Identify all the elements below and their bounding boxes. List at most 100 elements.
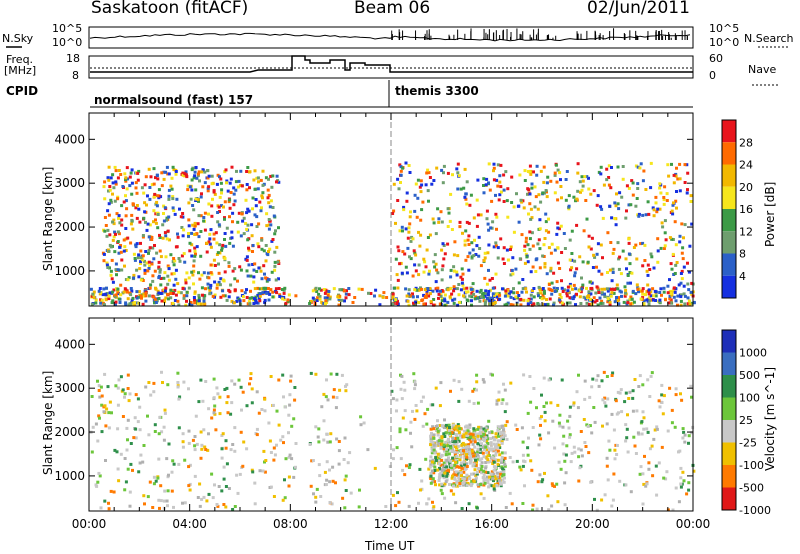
power-cell [103, 180, 107, 184]
velocity-cell [687, 441, 690, 445]
velocity-cell [454, 434, 458, 438]
velocity-cell [144, 385, 148, 389]
power-cell [532, 170, 535, 174]
power-cell [104, 224, 108, 227]
velocity-cell [187, 441, 191, 445]
power-cell [689, 200, 693, 203]
power-cell [441, 264, 445, 268]
power-cell [656, 237, 660, 241]
power-cell [197, 170, 201, 174]
power-cell [347, 287, 351, 290]
power-cell [160, 299, 164, 303]
velocity-cell [126, 373, 130, 377]
power-cell [143, 271, 147, 275]
power-colorbar-swatch [722, 164, 736, 187]
power-cell [537, 193, 541, 197]
power-cell [143, 268, 147, 272]
velocity-cell [628, 390, 632, 394]
velocity-cell [452, 492, 456, 496]
power-cell [124, 301, 128, 305]
power-cell [145, 261, 149, 265]
power-cell [627, 237, 631, 241]
power-cell [509, 303, 513, 307]
power-cell [423, 260, 427, 264]
velocity-cell [134, 393, 138, 397]
power-cell [164, 170, 168, 174]
power-cell [181, 234, 185, 238]
power-cell [148, 186, 152, 189]
power-cell [157, 260, 161, 264]
power-cell [269, 223, 273, 227]
velocity-cell [103, 499, 107, 503]
power-cell [504, 289, 508, 293]
power-cell [190, 254, 194, 258]
power-cell [308, 302, 312, 305]
power-cell [610, 279, 614, 283]
velocity-cell [200, 447, 204, 451]
velocity-cell [531, 508, 535, 512]
power-cell [631, 289, 635, 293]
velocity-cell [187, 465, 191, 469]
power-cell [488, 296, 492, 300]
power-cell [477, 235, 481, 239]
power-cell [682, 292, 686, 296]
velocity-cell [450, 431, 454, 435]
power-cell [528, 237, 532, 241]
power-cell [391, 302, 395, 306]
power-cell [190, 231, 194, 235]
power-cell [512, 205, 516, 209]
power-cell [126, 177, 130, 181]
velocity-cell [332, 388, 336, 392]
velocity-cell [610, 504, 614, 508]
power-cell [495, 295, 499, 299]
power-cell [106, 228, 110, 232]
power-cell [156, 194, 160, 198]
velocity-cell [474, 463, 478, 467]
velocity-cell [142, 494, 146, 498]
power-cell [637, 212, 641, 216]
velocity-cell [441, 474, 445, 478]
power-cell [578, 180, 582, 184]
power-cell [582, 229, 586, 233]
velocity-cell [443, 496, 447, 500]
power-cell [585, 301, 589, 305]
velocity-cell [341, 496, 345, 500]
power-cell [630, 179, 634, 183]
power-cell [543, 291, 546, 295]
power-cell [453, 240, 457, 244]
power-cell [156, 213, 160, 216]
velocity-cell [579, 430, 583, 433]
velocity-cell [456, 428, 460, 432]
velocity-cell [496, 475, 500, 479]
velocity-cell [498, 446, 502, 449]
power-cell [144, 175, 148, 179]
power-cell [455, 270, 459, 274]
power-cell [127, 303, 131, 307]
velocity-cell [257, 411, 261, 415]
power-cell [319, 288, 323, 292]
velocity-colorbar-tick: 500 [739, 369, 760, 382]
power-cell [580, 287, 584, 291]
power-cell [117, 232, 121, 236]
power-cell [662, 290, 666, 294]
power-cell [530, 231, 534, 235]
power-cell [538, 288, 542, 291]
velocity-cell [585, 423, 589, 427]
power-cell [183, 260, 187, 264]
power-cell [132, 276, 136, 280]
power-cell [511, 272, 515, 276]
power-cell [171, 292, 175, 295]
power-cell [130, 218, 134, 222]
velocity-cell [613, 448, 617, 452]
x-tick-label: 00:00 [72, 517, 107, 531]
power-cell [674, 199, 678, 203]
velocity-cell [665, 470, 669, 474]
power-cell [595, 285, 599, 289]
power-cell [560, 251, 564, 254]
velocity-cell [312, 492, 315, 496]
velocity-cell [531, 426, 535, 429]
power-cell [529, 172, 533, 176]
power-cell [640, 289, 644, 293]
power-cell [681, 246, 685, 250]
velocity-cell [444, 480, 448, 484]
